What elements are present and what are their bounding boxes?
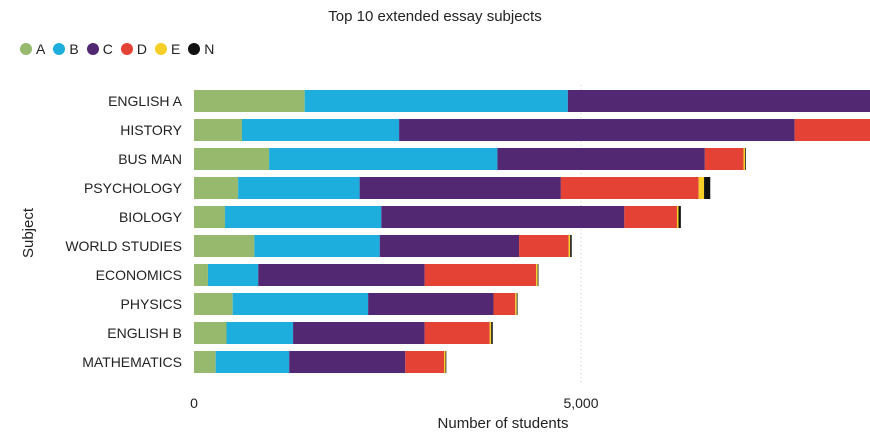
bar-segment-a	[194, 177, 239, 199]
bar-segment-b	[232, 293, 369, 315]
legend-item-b[interactable]: B	[53, 41, 79, 57]
bar-segment-n	[537, 264, 539, 286]
bar-segment-n	[516, 293, 518, 315]
bar-segment-c	[567, 90, 870, 112]
bar-segment-d	[519, 235, 569, 257]
bar-segment-a	[194, 293, 233, 315]
legend-label: N	[204, 41, 215, 57]
bar-segment-b	[304, 90, 568, 112]
bar-segment-e	[489, 322, 492, 344]
y-axis-label: Subject	[20, 207, 37, 258]
bar-segment-e	[698, 177, 705, 199]
bar-segment-c	[379, 235, 520, 257]
bar-segment-c	[293, 322, 425, 344]
bar-segment-c	[497, 148, 705, 170]
bar-segment-c	[289, 351, 406, 373]
bar-segment-a	[194, 322, 227, 344]
category-label: MATHEMATICS	[82, 354, 182, 370]
x-axis-label: Number of students	[438, 415, 569, 432]
bar-segment-b	[241, 119, 400, 141]
bar-segment-n	[678, 206, 681, 228]
bar-segment-n	[491, 322, 493, 344]
bar-segment-d	[704, 148, 744, 170]
x-tick-label: 5,000	[563, 395, 598, 411]
legend-item-n[interactable]: N	[188, 41, 214, 57]
bar-segment-b	[269, 148, 498, 170]
bar-segment-b	[254, 235, 380, 257]
bar-segment-d	[405, 351, 445, 373]
legend-swatch	[154, 43, 167, 55]
bar-segment-e	[444, 351, 446, 373]
bar-segment-d	[794, 119, 870, 141]
bar-segment-b	[226, 322, 294, 344]
legend-label: A	[36, 41, 46, 57]
category-label: ECONOMICS	[96, 267, 182, 283]
category-label: HISTORY	[120, 122, 182, 138]
legend-swatch	[120, 43, 133, 55]
bar-segment-e	[536, 264, 538, 286]
legend-item-a[interactable]: A	[20, 41, 45, 57]
bar-segment-d	[624, 206, 677, 228]
bar-segment-c	[399, 119, 795, 141]
bar-segment-d	[424, 264, 537, 286]
bar-segment-a	[194, 206, 225, 228]
category-label: PSYCHOLOGY	[84, 180, 183, 196]
bar-segment-d	[560, 177, 699, 199]
bar-segment-c	[258, 264, 425, 286]
bar-segment-c	[368, 293, 494, 315]
category-label: WORLD STUDIES	[65, 238, 182, 254]
legend-label: D	[136, 41, 147, 57]
bar-segment-c	[381, 206, 625, 228]
legend-label: B	[69, 41, 79, 57]
bar-segment-n	[745, 148, 746, 170]
bar-segment-e	[515, 293, 517, 315]
legend-item-d[interactable]: D	[120, 41, 147, 57]
bar-segment-a	[194, 351, 216, 373]
legend-item-c[interactable]: C	[86, 41, 113, 57]
category-label: ENGLISH A	[108, 93, 183, 109]
legend-item-e[interactable]: E	[154, 41, 181, 57]
legend-label: E	[170, 41, 181, 57]
legend-swatch	[188, 43, 201, 55]
bar-segment-a	[194, 148, 270, 170]
legend-swatch	[53, 43, 66, 55]
legend-swatch	[86, 43, 99, 55]
bar-segment-a	[194, 264, 208, 286]
category-label: BIOLOGY	[119, 209, 183, 225]
bar-segment-n	[704, 177, 711, 199]
bar-segment-e	[568, 235, 571, 257]
bar-segment-d	[424, 322, 490, 344]
chart-title: Top 10 extended essay subjects	[328, 8, 542, 25]
legend-swatch	[20, 43, 32, 55]
bar-segment-b	[224, 206, 382, 228]
category-label: PHYSICS	[121, 296, 182, 312]
bar-segment-e	[676, 206, 679, 228]
bar-segment-b	[215, 351, 290, 373]
bar-segment-b	[238, 177, 360, 199]
legend-label: C	[102, 41, 113, 57]
x-tick-label: 0	[190, 395, 198, 411]
category-label: ENGLISH B	[107, 325, 182, 341]
bar-segment-a	[194, 119, 242, 141]
category-label: BUS MAN	[118, 151, 182, 167]
bar-segment-e	[743, 148, 746, 170]
bar-segment-n	[570, 235, 572, 257]
bar-segment-b	[207, 264, 259, 286]
bar-segment-n	[445, 351, 447, 373]
bar-segment-d	[493, 293, 516, 315]
bar-segment-c	[359, 177, 561, 199]
bar-segment-a	[194, 235, 255, 257]
bar-segment-a	[194, 90, 305, 112]
